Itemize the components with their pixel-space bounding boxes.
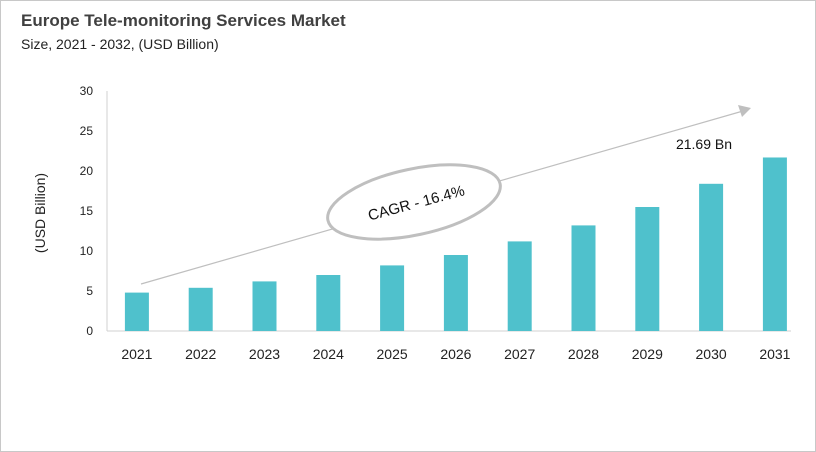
y-tick-label: 5 [86,284,93,298]
x-tick-label: 2029 [632,346,663,362]
bar-2030 [699,183,724,331]
x-tick-label: 2030 [696,346,727,362]
bar-2024 [316,275,341,331]
x-tick-label: 2028 [568,346,599,362]
y-axis-label: (USD Billion) [32,173,48,253]
bar-2025 [380,265,405,331]
bar-2029 [635,207,660,331]
y-tick-label: 30 [80,84,94,98]
trend-arrowhead [738,105,751,117]
bar-2022 [188,287,213,331]
x-tick-label: 2022 [185,346,216,362]
value-label-2031: 21.69 Bn [676,136,732,152]
x-tick-label: 2021 [121,346,152,362]
x-tick-label: 2026 [440,346,471,362]
x-tick-label: 2023 [249,346,280,362]
x-tick-label: 2025 [377,346,408,362]
chart-title: Europe Tele-monitoring Services Market [21,11,346,30]
y-tick-label: 0 [86,324,93,338]
x-tick-label: 2027 [504,346,535,362]
y-tick-label: 25 [80,124,94,138]
bar-2023 [252,281,277,331]
x-tick-label: 2024 [313,346,344,362]
bar-2027 [507,241,532,331]
x-tick-label: 2031 [759,346,790,362]
bar-2021 [124,292,149,331]
y-tick-label: 15 [80,204,94,218]
bar-2031 [762,157,787,331]
y-tick-label: 10 [80,244,94,258]
cagr-ellipse [326,163,502,241]
bar-2028 [571,225,596,331]
chart-subtitle: Size, 2021 - 2032, (USD Billion) [21,36,219,52]
y-tick-label: 20 [80,164,94,178]
bar-2026 [443,255,468,331]
